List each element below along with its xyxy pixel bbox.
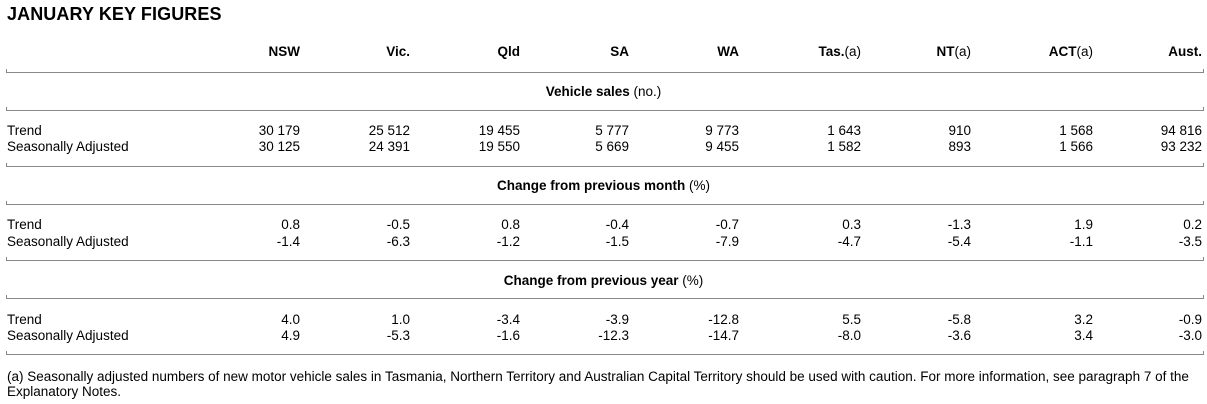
table-cell: 1 566 <box>1059 139 1093 154</box>
table-cell: 9 773 <box>705 123 739 138</box>
section-heading: Change from previous month (%) <box>496 178 711 193</box>
table-row: Seasonally Adjusted 4.9 -5.3 -1.6 -12.3 … <box>0 328 1207 346</box>
table-cell: 25 512 <box>368 123 410 138</box>
table-row: Trend 30 179 25 512 19 455 5 777 9 773 1… <box>0 123 1207 141</box>
table-cell: 1.0 <box>391 312 410 327</box>
divider <box>6 351 1204 355</box>
table-cell: 3.2 <box>1074 312 1093 327</box>
page-title: JANUARY KEY FIGURES <box>7 4 222 24</box>
table-cell: 1.9 <box>1074 217 1093 232</box>
table-cell: 30 125 <box>258 139 300 154</box>
table-cell: 5 669 <box>595 139 629 154</box>
table-cell: -14.7 <box>708 328 739 343</box>
table-cell: 4.9 <box>281 328 300 343</box>
divider <box>6 69 1204 73</box>
section-heading: Change from previous year (%) <box>503 273 704 288</box>
table-cell: -5.8 <box>947 312 971 327</box>
table-cell: -1.2 <box>496 234 520 249</box>
table-cell: 5 777 <box>595 123 629 138</box>
row-label: Seasonally Adjusted <box>7 328 129 343</box>
table-cell: 24 391 <box>368 139 410 154</box>
table-cell: 3.4 <box>1074 328 1093 343</box>
table-cell: -1.1 <box>1069 234 1093 249</box>
table-cell: -0.7 <box>715 217 739 232</box>
column-header: Vic. <box>386 44 410 59</box>
table-cell: -3.5 <box>1178 234 1202 249</box>
table-cell: -12.8 <box>708 312 739 327</box>
table-cell: 1 568 <box>1059 123 1093 138</box>
table-cell: 19 455 <box>478 123 520 138</box>
table-cell: -3.4 <box>496 312 520 327</box>
table-cell: 19 550 <box>478 139 520 154</box>
column-header-row: NSW Vic. Qld SA WA Tas.(a) NT(a) ACT(a) … <box>0 44 1207 62</box>
table-cell: -4.7 <box>837 234 861 249</box>
table-cell: 1 582 <box>827 139 861 154</box>
table-row: Trend 0.8 -0.5 0.8 -0.4 -0.7 0.3 -1.3 1.… <box>0 217 1207 235</box>
table-cell: 93 232 <box>1160 139 1202 154</box>
table-cell: -1.4 <box>276 234 300 249</box>
table-cell: 0.8 <box>501 217 520 232</box>
column-header: NSW <box>268 44 301 59</box>
table-cell: -0.5 <box>386 217 410 232</box>
table-cell: -0.4 <box>605 217 629 232</box>
divider <box>6 295 1204 299</box>
column-header: WA <box>717 44 739 59</box>
table-cell: 910 <box>948 123 971 138</box>
table-cell: -8.0 <box>837 328 861 343</box>
table-cell: -1.6 <box>496 328 520 343</box>
table-cell: 5.5 <box>842 312 861 327</box>
table-cell: -3.9 <box>605 312 629 327</box>
row-label: Seasonally Adjusted <box>7 234 129 249</box>
row-label: Seasonally Adjusted <box>7 139 129 154</box>
table-cell: -7.9 <box>715 234 739 249</box>
column-header: Aust. <box>1168 44 1202 59</box>
table-cell: 30 179 <box>258 123 300 138</box>
column-header: ACT(a) <box>1048 44 1093 59</box>
table-row: Trend 4.0 1.0 -3.4 -3.9 -12.8 5.5 -5.8 3… <box>0 312 1207 330</box>
table-cell: -6.3 <box>386 234 410 249</box>
column-header: Qld <box>497 44 521 59</box>
table-cell: 94 816 <box>1160 123 1202 138</box>
column-header: SA <box>610 44 629 59</box>
table-cell: 1 643 <box>827 123 861 138</box>
table-cell: 893 <box>948 139 971 154</box>
table-cell: -3.0 <box>1178 328 1202 343</box>
divider <box>6 257 1204 261</box>
section-heading: Vehicle sales (no.) <box>545 84 662 99</box>
column-header: NT(a) <box>936 44 972 59</box>
table-cell: -12.3 <box>598 328 629 343</box>
table-cell: 4.0 <box>281 312 300 327</box>
table-row: Seasonally Adjusted -1.4 -6.3 -1.2 -1.5 … <box>0 234 1207 252</box>
footnote: (a) Seasonally adjusted numbers of new m… <box>7 369 1189 399</box>
row-label: Trend <box>7 312 42 327</box>
table-cell: -1.3 <box>947 217 971 232</box>
row-label: Trend <box>7 123 42 138</box>
row-label: Trend <box>7 217 42 232</box>
table-cell: -5.4 <box>947 234 971 249</box>
table-cell: -5.3 <box>386 328 410 343</box>
table-cell: 0.2 <box>1183 217 1202 232</box>
table-cell: -0.9 <box>1178 312 1202 327</box>
table-cell: -1.5 <box>605 234 629 249</box>
table-cell: -3.6 <box>947 328 971 343</box>
table-cell: 0.8 <box>281 217 300 232</box>
column-header: Tas.(a) <box>818 44 861 59</box>
table-cell: 0.3 <box>842 217 861 232</box>
table-cell: 9 455 <box>705 139 739 154</box>
divider <box>6 163 1204 167</box>
divider <box>6 201 1204 205</box>
divider <box>6 107 1204 111</box>
table-row: Seasonally Adjusted 30 125 24 391 19 550… <box>0 139 1207 157</box>
